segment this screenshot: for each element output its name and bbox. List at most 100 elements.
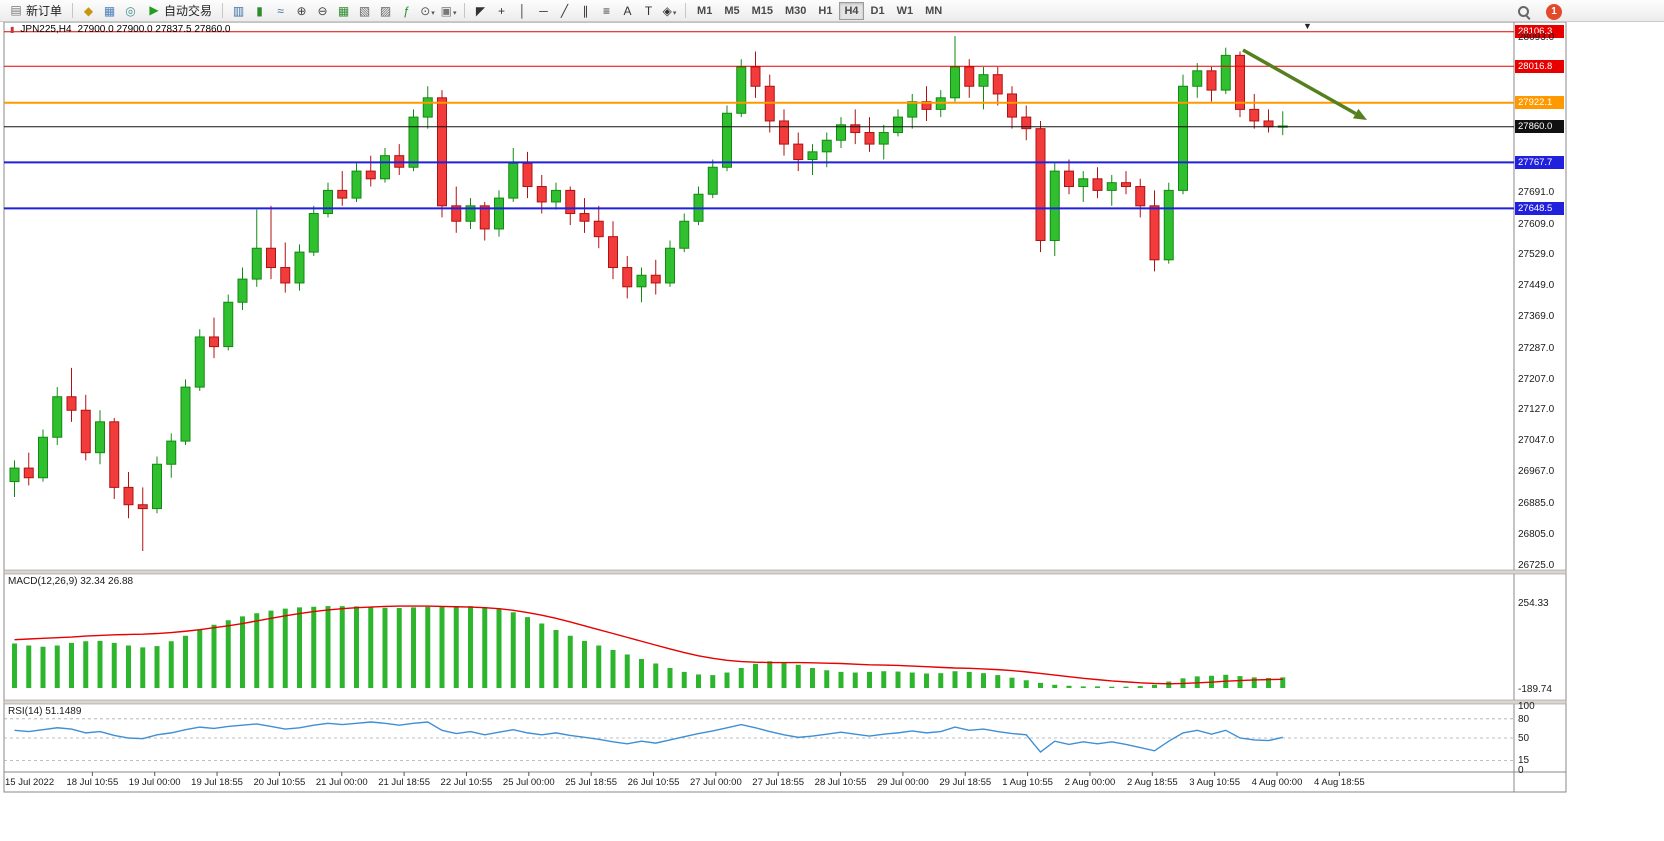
zoom-out-button[interactable]: ⊖ [312,1,333,21]
timeframe-d1-button[interactable]: D1 [866,2,890,20]
period-icon: ⊙ [420,3,431,18]
cascade-windows-icon: ▧ [358,3,371,18]
text-icon: A [623,3,632,18]
candle-body [152,463,162,510]
notification-badge[interactable]: 1 [1546,4,1562,20]
candle-body [1078,178,1089,188]
indicators-icon: ƒ [403,3,410,18]
symbol-ohlc-label: ▮ JPN225,H4 27900.0 27900.0 27837.5 2786… [10,24,230,35]
candle-body [1049,170,1060,242]
symbol-label: JPN225,H4 [20,24,72,35]
arrange-windows-button[interactable]: ▨ [375,1,396,21]
candlestick-button[interactable]: ▮ [249,1,270,21]
timeframe-mn-button[interactable]: MN [920,2,947,20]
crosshair-button[interactable]: + [491,1,512,21]
vertical-line-button[interactable]: │ [512,1,533,21]
candle-body [80,409,91,454]
candle-body [921,101,932,110]
candle-body [1064,170,1074,188]
cursor-button[interactable]: ◤ [470,1,491,21]
timeframe-m1-button[interactable]: M1 [692,2,717,20]
new-order-button[interactable]: ▤ 新订单 [4,1,67,21]
period-button[interactable]: ⊙▾ [417,1,438,21]
channel-icon: ∥ [582,3,589,18]
market-watch-button[interactable]: ◆ [78,1,99,21]
chart-icons-group: ▥ ▮ ≈ ⊕ ⊖ ▦ ▧ ▨ ƒ ⊙▾ ▣▾ [228,1,459,21]
timeframe-m15-button[interactable]: M15 [747,2,778,20]
fibonacci-icon: ≡ [603,3,611,18]
trend-arrow-head[interactable] [1352,108,1367,120]
text-button[interactable]: A [617,1,638,21]
label-button[interactable]: T [638,1,659,21]
autotrading-button[interactable]: ▶ 自动交易 [142,1,217,21]
vertical-line-icon: │ [518,3,527,18]
candle-body [1035,128,1046,242]
timeframe-h4-button[interactable]: H4 [839,1,864,20]
fibonacci-button[interactable]: ≡ [596,1,617,21]
zoom-in-icon: ⊕ [296,3,307,18]
indicators-button[interactable]: ƒ [396,1,417,21]
toolbar-separator [72,3,74,18]
candle-body [23,467,34,479]
bar-chart-button[interactable]: ▥ [228,1,249,21]
channel-button[interactable]: ∥ [575,1,596,21]
timeframe-m5-button[interactable]: M5 [719,2,744,20]
candle-body [194,336,205,388]
draw-icons-group: ◤ + │ ─ ╱ ∥ ≡ A T ◈▾ [470,1,680,21]
candle-body [380,155,390,180]
tile-windows-button[interactable]: ▦ [333,1,354,21]
candle-body [422,97,433,118]
candle-body [836,124,846,141]
candle-body [1092,178,1103,191]
candle-body [650,274,661,284]
candle-body [308,213,319,253]
candle-body [821,139,832,153]
line-chart-button[interactable]: ≈ [270,1,291,21]
timeframe-w1-button[interactable]: W1 [892,2,919,20]
toolbar-right-group: 1 [1512,2,1562,22]
cascade-windows-button[interactable]: ▧ [354,1,375,21]
candle-body [522,162,533,188]
candle-body [1192,70,1203,87]
candle-body [408,116,419,168]
candle-body [707,166,718,195]
rsi-line [14,721,1283,754]
candle-body [1021,116,1032,130]
candle-body [479,205,490,230]
toolbar-separator [685,3,687,18]
macd-signal-line [14,605,1283,685]
candle-body [1149,205,1160,261]
candle-body [280,267,291,284]
new-order-icon: ▤ [10,2,22,17]
horizontal-line-button[interactable]: ─ [533,1,554,21]
candle-body [807,151,818,161]
bar-chart-icon: ▥ [232,3,245,18]
data-window-button[interactable]: ▦ [99,1,120,21]
toolbar-separator [222,3,224,18]
candle-body [950,66,960,99]
search-button[interactable] [1512,2,1536,22]
candle-body [209,336,219,348]
templates-button[interactable]: ▣▾ [438,1,459,21]
timeframes-group: M1 M5 M15 M30 H1 H4 D1 W1 MN [691,1,948,20]
zoom-in-button[interactable]: ⊕ [291,1,312,21]
timeframe-h1-button[interactable]: H1 [813,2,837,20]
candle-body [266,247,276,269]
trendline-button[interactable]: ╱ [554,1,575,21]
candle-body [109,421,120,488]
shapes-button[interactable]: ◈▾ [659,1,680,21]
candle-body [95,421,105,454]
candle-body [38,436,48,479]
terminal-button[interactable]: ◎ [120,1,141,21]
candle-body [237,278,248,303]
candle-body [636,274,647,288]
chart-shift-marker[interactable]: ▼ [1303,21,1312,31]
trend-arrow[interactable] [1242,48,1357,116]
timeframe-m30-button[interactable]: M30 [780,2,811,20]
rsi-splitter[interactable] [3,699,1567,705]
macd-splitter[interactable] [3,569,1567,575]
candle-body [451,205,462,222]
candle-body [223,301,234,348]
